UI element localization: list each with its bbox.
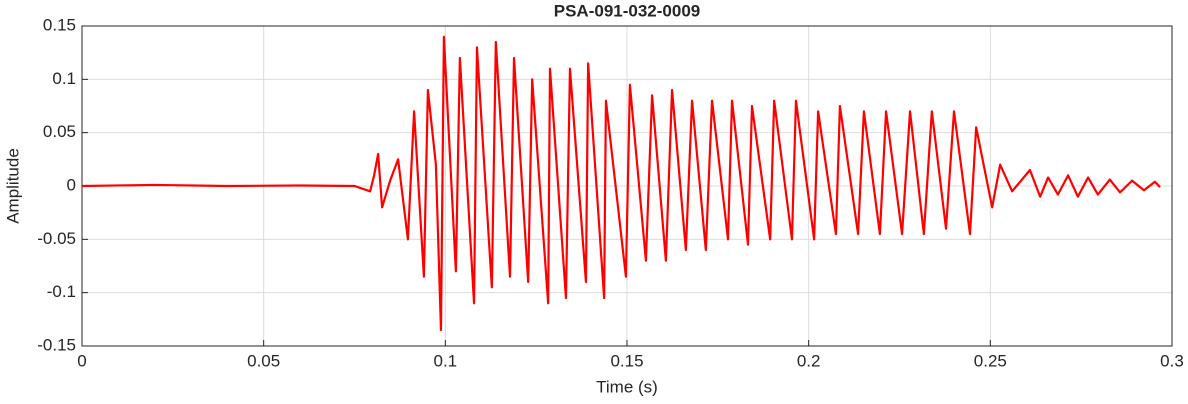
x-tick-label: 0.1	[434, 351, 458, 370]
x-tick-label: 0.05	[247, 351, 280, 370]
y-axis-label: Amplitude	[3, 148, 22, 224]
x-axis-label: Time (s)	[596, 377, 658, 396]
y-tick-label: -0.1	[47, 282, 76, 301]
series-line	[81, 35, 1161, 332]
y-tick-label: 0	[67, 175, 76, 194]
y-tick-label: 0.05	[43, 122, 76, 141]
y-tick-label: 0.1	[52, 69, 76, 88]
x-tick-label: 0.3	[1160, 351, 1184, 370]
x-tick-label: 0.25	[974, 351, 1007, 370]
x-tick-label: 0	[77, 351, 86, 370]
x-tick-label: 0.2	[797, 351, 821, 370]
y-tick-label: -0.05	[37, 229, 76, 248]
y-tick-label: -0.15	[37, 335, 76, 354]
x-tick-label: 0.15	[610, 351, 643, 370]
y-tick-label: 0.15	[43, 15, 76, 34]
chart-title: PSA-091-032-0009	[554, 1, 700, 20]
